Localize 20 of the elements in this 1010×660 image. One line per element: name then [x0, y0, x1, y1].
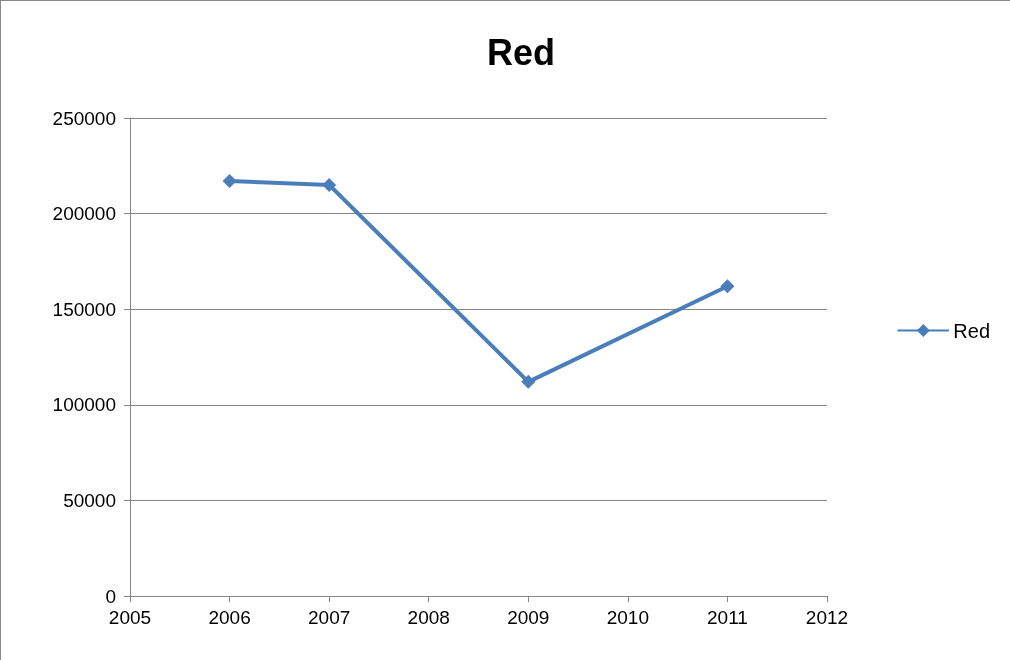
x-tick-label: 2006 — [208, 607, 251, 628]
legend-label: Red — [953, 319, 991, 342]
y-tick-label: 0 — [105, 585, 116, 607]
x-tick-label: 2008 — [407, 607, 450, 628]
x-tick-label: 2012 — [805, 607, 849, 628]
point — [222, 174, 237, 189]
x-tick-label: 2011 — [707, 607, 748, 628]
point — [720, 279, 735, 294]
y-tick-label: 50000 — [63, 489, 116, 511]
x-tick-label: 2009 — [507, 607, 550, 628]
x-tick-label: 2005 — [108, 607, 152, 628]
point — [521, 374, 536, 389]
x-tick-label: 2007 — [308, 607, 351, 628]
x-tick-label: 2010 — [606, 607, 649, 628]
chart-title: Red — [486, 31, 556, 73]
y-tick-label: 200000 — [52, 203, 116, 225]
y-tick-label: 100000 — [52, 394, 116, 416]
point — [322, 177, 337, 192]
y-tick-label: 250000 — [52, 107, 116, 129]
y-tick-label: 150000 — [52, 298, 116, 320]
